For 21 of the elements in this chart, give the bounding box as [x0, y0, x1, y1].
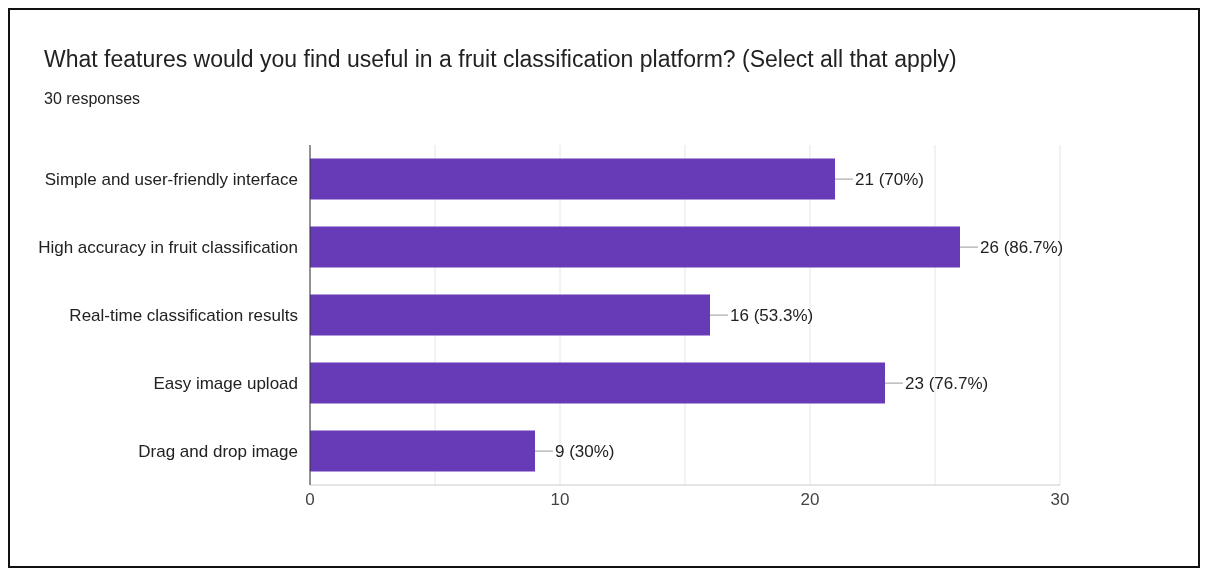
- chart-title: What features would you find useful in a fruit classification platform? (Select all that apply): [44, 46, 957, 73]
- data-label: 16 (53.3%): [730, 305, 814, 325]
- y-tick-label: High accuracy in fruit classification: [38, 238, 298, 258]
- y-tick-label: Real-time classification results: [69, 306, 298, 326]
- bar: [310, 362, 885, 404]
- bar: [310, 430, 535, 472]
- x-tick-label: 0: [305, 490, 315, 510]
- data-label: 23 (76.7%): [905, 373, 989, 393]
- data-label: 26 (86.7%): [980, 237, 1064, 257]
- x-tick-label: 20: [800, 490, 820, 510]
- data-label: 21 (70%): [855, 169, 924, 189]
- y-tick-label: Simple and user-friendly interface: [44, 170, 298, 190]
- x-tick-label: 30: [1050, 490, 1070, 510]
- bar: [310, 158, 835, 200]
- y-tick-label: Easy image upload: [153, 374, 298, 394]
- bar: [310, 226, 960, 268]
- text: 30 responses: [44, 90, 141, 108]
- y-tick-label: Drag and drop image: [138, 442, 298, 462]
- bar: [310, 294, 710, 336]
- data-label: 9 (30%): [555, 441, 615, 461]
- x-tick-label: 10: [550, 490, 570, 510]
